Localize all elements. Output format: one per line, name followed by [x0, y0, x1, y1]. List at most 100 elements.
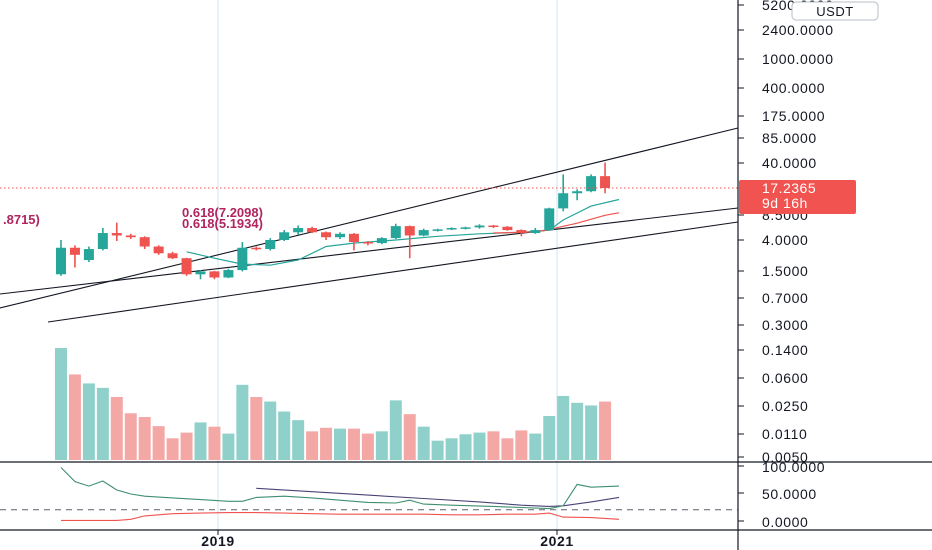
- volume-bar: [306, 431, 319, 460]
- price-axis-label: 0.3000: [762, 317, 808, 333]
- candle-body: [279, 232, 290, 240]
- currency-unit-box[interactable]: [791, 1, 879, 21]
- volume-bar: [264, 401, 277, 460]
- volume-bar: [445, 438, 458, 460]
- candle-body: [502, 226, 513, 231]
- price-axis-label: 4.0000: [762, 232, 808, 248]
- candle-body: [586, 176, 597, 192]
- candle-body: [460, 227, 471, 229]
- volume-bar: [236, 384, 249, 460]
- volume-bar: [501, 438, 514, 460]
- price-axis-label: 175.0000: [762, 108, 825, 124]
- candle-body: [376, 238, 387, 244]
- currency-unit-button[interactable]: USDT: [791, 1, 879, 21]
- volume-bar: [334, 428, 346, 460]
- candle-body: [516, 230, 527, 234]
- candle-body: [432, 229, 443, 231]
- volume-bar: [166, 438, 179, 460]
- oscillator-low-line: [61, 512, 620, 521]
- volume-bar: [543, 416, 556, 460]
- volume-bar: [515, 430, 528, 460]
- candle-body: [293, 228, 304, 233]
- candle-body: [237, 247, 248, 271]
- volume-bar: [250, 397, 263, 460]
- volume-bar: [180, 432, 193, 460]
- volume-bar: [194, 422, 207, 460]
- candle-countdown: 9d 16h: [762, 195, 808, 211]
- candle-body: [530, 230, 541, 234]
- candle-body: [390, 226, 401, 239]
- candle-body: [97, 233, 108, 250]
- oscillator-main-line: [60, 467, 620, 510]
- last-price-tag-background: [739, 180, 856, 214]
- volume-bar: [55, 348, 67, 460]
- candle-body: [195, 271, 206, 275]
- price-axis-label: 1000.0000: [762, 51, 834, 67]
- trendlines: [0, 127, 739, 323]
- price-axis-label: 85.0000: [762, 130, 817, 146]
- oscillator-axis-label: 50.0000: [762, 486, 817, 502]
- candle-body: [153, 246, 164, 254]
- price-axis-label: 0.0110: [762, 426, 807, 442]
- price-axis-label: 400.0000: [762, 80, 825, 96]
- trendline-2: [47, 221, 739, 323]
- volume-bar: [152, 426, 165, 460]
- candle-body: [83, 249, 94, 261]
- candle-body: [167, 253, 178, 259]
- oscillator-signal-line: [256, 487, 620, 507]
- price-axis-label: 0.0250: [762, 398, 808, 414]
- fib-label-left: .8715): [3, 212, 40, 227]
- candle-body: [69, 247, 80, 255]
- candle-body: [307, 228, 318, 233]
- trendline-0: [0, 207, 739, 295]
- candle-body: [251, 247, 262, 250]
- oscillator-axis-label: 0.0000: [762, 514, 808, 530]
- time-axis-label: 2019: [201, 533, 235, 549]
- candlestick-series: [56, 162, 611, 280]
- candle-body: [488, 225, 499, 228]
- candle-body: [600, 176, 611, 188]
- candle-body: [335, 233, 345, 238]
- candle-body: [56, 247, 66, 275]
- last-price-value: 17.2365: [762, 180, 816, 196]
- time-axis[interactable]: 2019 2021: [201, 530, 574, 549]
- price-axis-label: 0.7000: [762, 290, 808, 306]
- oscillator-pane: [0, 467, 738, 521]
- volume-bar: [571, 402, 584, 460]
- moving-averages: [186, 198, 620, 266]
- candle-body: [209, 271, 220, 278]
- volume-bar: [361, 433, 374, 460]
- time-axis-label: 2021: [540, 533, 574, 549]
- volume-bar: [417, 426, 430, 460]
- volume-bar: [585, 405, 598, 460]
- fib-label-lower: 0.618(5.1934): [182, 216, 263, 231]
- trendline-1: [0, 127, 739, 309]
- volume-bar: [138, 416, 151, 460]
- price-axis-label: 0.0600: [762, 370, 808, 386]
- volume-bar: [68, 374, 81, 460]
- currency-unit-label[interactable]: USDT: [816, 4, 853, 19]
- volume-bar: [96, 387, 109, 460]
- price-axis-label: 0.1400: [762, 342, 808, 358]
- volume-bar: [278, 411, 291, 460]
- volume-bar: [347, 428, 360, 460]
- candle-body: [572, 191, 583, 194]
- candle-body: [111, 233, 122, 236]
- candle-body: [321, 232, 332, 238]
- price-axis[interactable]: 5200.00002400.00001000.0000400.0000175.0…: [738, 0, 834, 465]
- oscillator-axis[interactable]: 100.0000 50.0000 0.0000: [738, 459, 825, 530]
- candle-body: [139, 237, 150, 247]
- volume-bar: [431, 440, 444, 460]
- candle-body: [362, 242, 373, 244]
- candle-body: [348, 233, 359, 243]
- volume-bar: [459, 434, 472, 460]
- volume-bar: [473, 432, 486, 460]
- candle-body: [446, 228, 457, 230]
- candle-body: [181, 258, 192, 275]
- volume-bar: [82, 383, 95, 460]
- volume-bar: [403, 414, 416, 460]
- candle-body: [265, 239, 276, 250]
- volume-bars: [55, 348, 612, 460]
- volume-bar: [208, 426, 221, 460]
